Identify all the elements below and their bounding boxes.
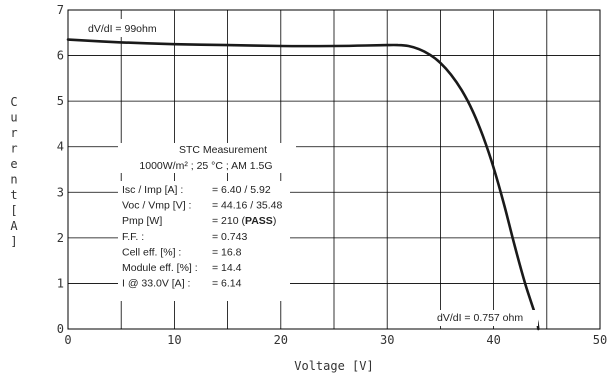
x-tick-label: 20 — [274, 333, 288, 347]
y-tick-label: 1 — [57, 276, 64, 290]
stat-value: = 6.40 / 5.92 — [212, 184, 271, 196]
y-tick-label: 4 — [57, 140, 64, 154]
x-tick-label: 0 — [64, 333, 71, 347]
stat-value: = 14.4 — [212, 262, 242, 274]
y-tick-label: 5 — [57, 94, 64, 108]
x-tick-label: 40 — [486, 333, 500, 347]
x-tick-label: 50 — [593, 333, 607, 347]
stats-bg — [118, 181, 290, 301]
stc-conditions: 1000W/m² ; 25 °C ; AM 1.5G — [139, 160, 272, 172]
stat-label: I @ 33.0V [A] : — [122, 278, 190, 290]
y-tick-label: 7 — [57, 3, 64, 17]
stat-label: Isc / Imp [A] : — [122, 184, 183, 196]
y-tick-label: 3 — [57, 185, 64, 199]
stat-label: Pmp [W] — [122, 215, 162, 227]
series-line-iv-curve — [66, 38, 540, 331]
x-axis-ticks: 0 10 20 30 40 50 — [64, 333, 607, 347]
y-tick-label: 6 — [57, 49, 64, 63]
x-tick-label: 10 — [167, 333, 181, 347]
slope-bottom-bg — [434, 310, 538, 326]
x-axis-label: Voltage [V] — [294, 359, 373, 373]
stc-measurement-panel: STC Measurement 1000W/m² ; 25 °C ; AM 1.… — [118, 143, 296, 301]
x-tick-label: 30 — [380, 333, 394, 347]
y-axis-ticks: 0 1 2 3 4 5 6 7 — [57, 3, 64, 336]
stat-label: Module eff. [%] : — [122, 262, 198, 274]
stc-header-bg — [118, 143, 296, 173]
slope-top-annotation: dV/dI = 99ohm — [88, 23, 157, 35]
stc-stats: Isc / Imp [A] : = 6.40 / 5.92 Voc / Vmp [V… — [118, 181, 290, 301]
stat-label: F.F. : — [122, 231, 144, 243]
stat-label: Cell eff. [%] : — [122, 246, 181, 258]
y-tick-label: 2 — [57, 231, 64, 245]
stc-title: STC Measurement — [179, 144, 267, 156]
stat-value: = 16.8 — [212, 246, 242, 258]
plot-frame — [67, 9, 601, 330]
stat-label: Voc / Vmp [V] : — [122, 200, 191, 212]
stat-value: = 6.14 — [212, 278, 242, 290]
y-tick-label: 0 — [57, 322, 64, 336]
slope-bottom-annotation: dV/dI = 0.757 ohm — [437, 312, 523, 324]
stat-value: = 210 (PASS) — [212, 215, 276, 227]
stat-value: = 0.743 — [212, 231, 247, 243]
stat-value: = 44.16 / 35.48 — [212, 200, 283, 212]
slope-top-bg — [84, 19, 174, 37]
